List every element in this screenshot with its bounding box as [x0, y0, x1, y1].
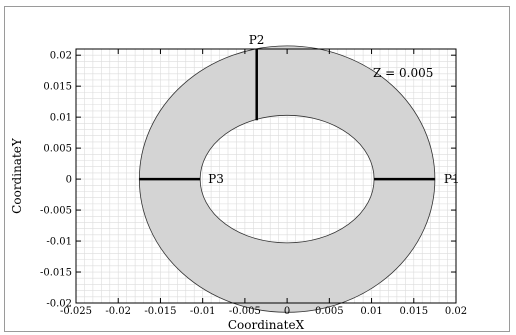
chart-frame: P1 P2 P3 -0.025 -0.02 -0.015 -0.01 -0.005 0 0.00…	[4, 6, 510, 332]
x-tick-label: -0.015	[144, 306, 176, 317]
probe-label-p2: P2	[249, 33, 265, 47]
z-annotation: Z = 0.005	[373, 66, 433, 80]
y-axis-label: CoordinateY	[10, 137, 24, 214]
y-axis-ticks: -0.02 -0.015 -0.01 -0.005 0 0.005 0.01 0.015 0.0…	[40, 51, 456, 310]
y-tick-label: 0.015	[43, 82, 72, 93]
x-tick-label: 0.01	[360, 306, 382, 317]
x-tick-label: 0	[284, 306, 290, 317]
x-tick-label: 0.015	[399, 306, 428, 317]
probe-label-p3: P3	[208, 172, 224, 186]
y-tick-label: 0.01	[50, 113, 72, 124]
y-tick-label: -0.01	[46, 237, 72, 248]
x-axis-ticks: -0.025 -0.02 -0.015 -0.01 -0.005 0 0.005 0.01 0.…	[60, 49, 467, 317]
y-tick-label: -0.02	[46, 299, 72, 310]
plot-area-border	[75, 48, 457, 304]
y-tick-label: 0.02	[50, 51, 72, 62]
y-tick-label: -0.015	[40, 268, 72, 279]
y-tick-label: -0.005	[40, 206, 72, 217]
x-tick-label: -0.01	[190, 306, 216, 317]
x-tick-label: 0.005	[315, 306, 344, 317]
x-tick-label: -0.025	[60, 306, 92, 317]
y-tick-label: 0	[66, 175, 72, 186]
x-tick-label: 0.02	[445, 306, 467, 317]
y-tick-label: 0.005	[43, 144, 72, 155]
x-tick-label: -0.005	[229, 306, 261, 317]
x-axis-label: CoordinateX	[228, 318, 305, 332]
x-tick-label: -0.02	[105, 306, 131, 317]
